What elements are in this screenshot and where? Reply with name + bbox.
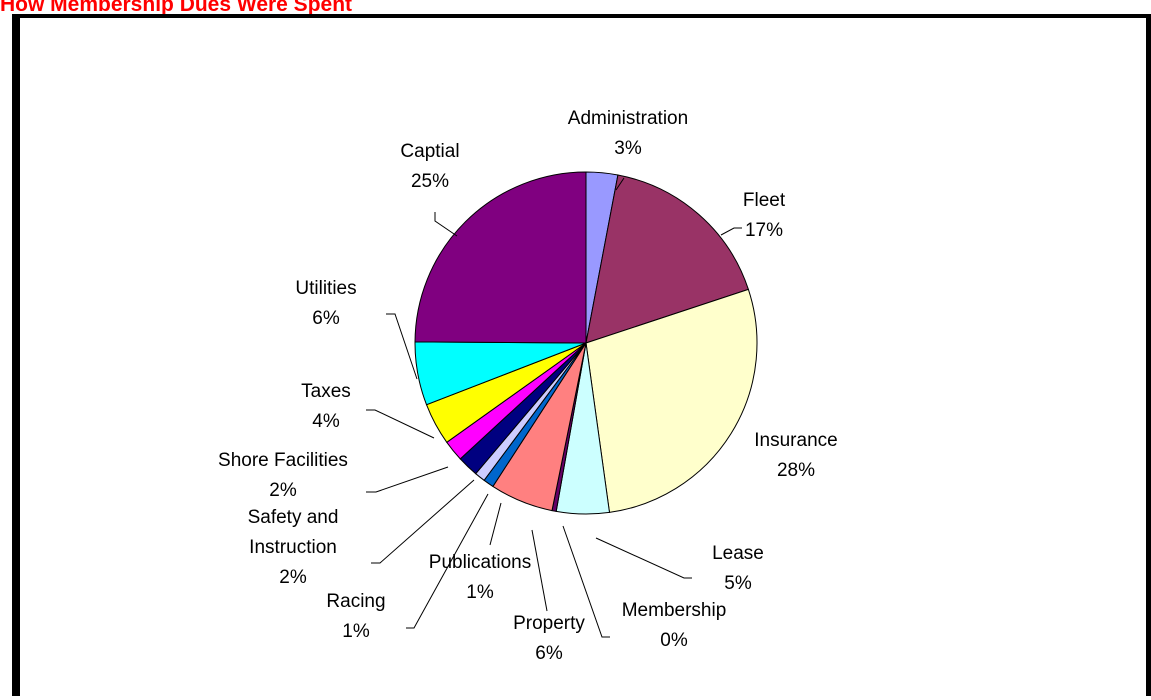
pie-slice-insurance bbox=[585, 288, 758, 513]
pie-slice-fleet bbox=[585, 174, 749, 344]
slice-label-membership: Membership 0% bbox=[622, 600, 727, 651]
pie-slice-captial bbox=[414, 171, 587, 344]
leader-line-publications bbox=[489, 502, 502, 546]
slice-label-insurance: Insurance 28% bbox=[754, 430, 837, 481]
slice-label-property: Property 6% bbox=[513, 613, 585, 664]
slice-labels: Administration 3% Fleet 17% Insurance 28% Leas… bbox=[218, 108, 838, 664]
leader-line-administration bbox=[615, 177, 625, 191]
page-title: How Membership Dues Were Spent bbox=[0, 0, 353, 16]
slice-label-shore-facilities: Shore Facilities 2% bbox=[218, 450, 348, 501]
slice-label-publications: Publications 1% bbox=[429, 552, 531, 603]
slice-label-administration: Administration 3% bbox=[568, 108, 688, 159]
leader-line-captial bbox=[434, 212, 458, 237]
leader-line-safety-and-instruction bbox=[371, 479, 475, 564]
slice-label-racing: Racing 1% bbox=[326, 591, 385, 642]
pie-slices bbox=[414, 171, 758, 515]
leader-line-shore-facilities bbox=[366, 466, 449, 493]
leader-line-taxes bbox=[366, 409, 435, 439]
slice-label-fleet: Fleet 17% bbox=[743, 190, 786, 241]
leader-line-fleet bbox=[720, 227, 742, 236]
slice-label-captial: Captial 25% bbox=[400, 141, 459, 192]
slice-label-utilities: Utilities 6% bbox=[295, 278, 356, 329]
slice-label-taxes: Taxes 4% bbox=[301, 381, 351, 432]
slice-label-safety-and-instruction: Safety and Instruction 2% bbox=[248, 507, 339, 588]
slice-label-lease: Lease 5% bbox=[712, 543, 764, 594]
leader-line-lease bbox=[595, 537, 692, 579]
leader-line-racing bbox=[406, 493, 489, 629]
leader-line-property bbox=[531, 529, 548, 612]
chart-frame: Administration 3% Fleet 17% Insurance 28% Leas… bbox=[12, 14, 1151, 696]
pie-chart: Administration 3% Fleet 17% Insurance 28% Leas… bbox=[218, 108, 838, 664]
leader-line-membership bbox=[562, 525, 610, 638]
leader-line-utilities bbox=[386, 313, 418, 380]
leader-lines bbox=[366, 177, 742, 638]
